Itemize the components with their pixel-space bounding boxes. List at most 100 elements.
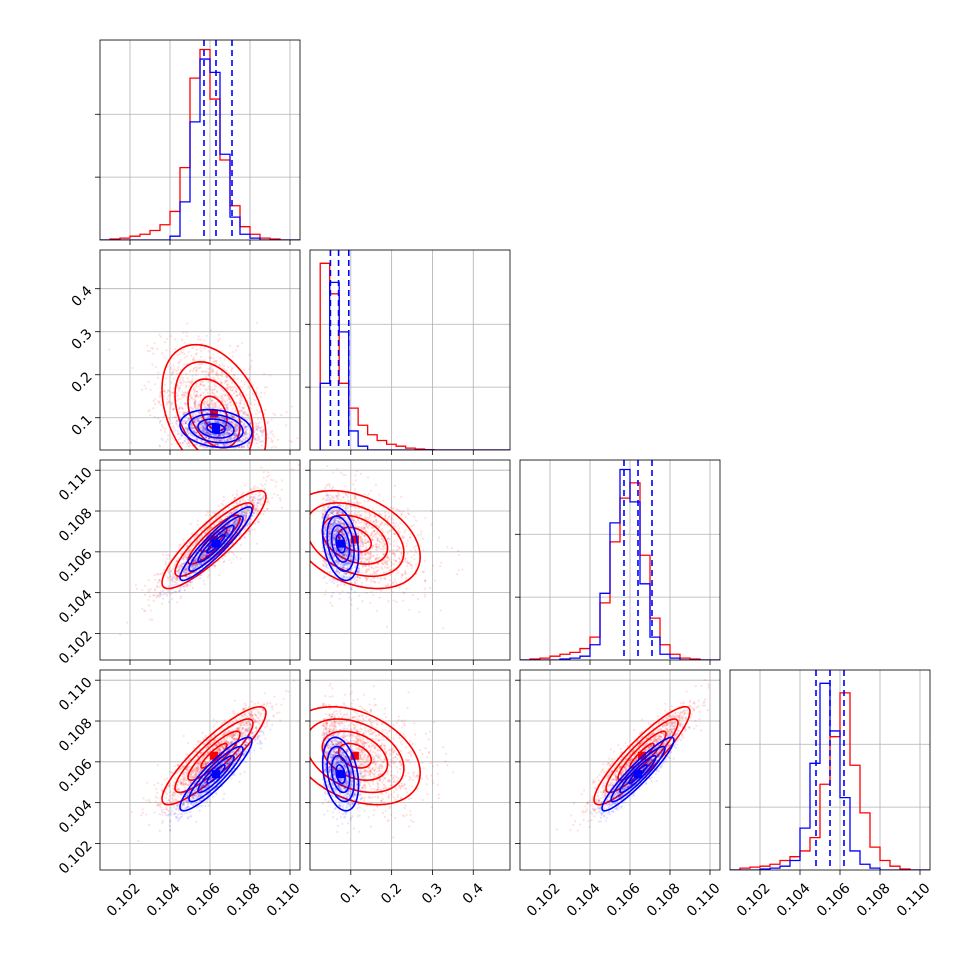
scatter-point [209, 398, 212, 401]
scatter-point [220, 429, 223, 432]
scatter-point [148, 349, 151, 353]
scatter-point [251, 435, 255, 439]
scatter-point [167, 400, 170, 404]
scatter-point [234, 434, 237, 438]
scatter-point [243, 514, 246, 517]
scatter-point [227, 425, 231, 428]
scatter-point [181, 422, 184, 425]
scatter-point [167, 400, 171, 403]
scatter-point [209, 433, 213, 436]
scatter-point [206, 576, 210, 579]
scatter-point [222, 432, 225, 435]
scatter-point [171, 580, 174, 583]
scatter-point [203, 400, 206, 403]
scatter-point [190, 382, 193, 386]
scatter-point [192, 419, 196, 422]
scatter-point [225, 438, 229, 441]
scatter-point [195, 438, 198, 442]
scatter-point [235, 434, 238, 438]
scatter-point [263, 487, 266, 491]
scatter-point [234, 496, 237, 499]
scatter-point [249, 496, 253, 499]
scatter-point [232, 422, 235, 425]
scatter-point [176, 393, 179, 396]
scatter-point [170, 570, 173, 573]
scatter-point [193, 426, 196, 429]
scatter-point [209, 434, 213, 437]
scatter-point [185, 557, 188, 560]
scatter-point [205, 430, 209, 433]
scatter-point [242, 422, 246, 426]
scatter-point [249, 495, 252, 499]
scatter-point [254, 437, 257, 440]
scatter-point [257, 434, 260, 438]
scatter-point [202, 426, 205, 429]
scatter-point [238, 439, 241, 442]
scatter-point [169, 401, 173, 404]
scatter-point [198, 383, 201, 386]
scatter-point [202, 445, 205, 448]
scatter-point [187, 438, 190, 442]
scatter-point [229, 437, 232, 440]
scatter-point [280, 414, 283, 417]
scatter-point [177, 398, 180, 401]
scatter-point [191, 369, 195, 372]
scatter-point [222, 443, 225, 447]
scatter-point [175, 420, 178, 423]
panel-1-1 [305, 249, 511, 455]
scatter-point [254, 497, 257, 500]
scatter-point [147, 410, 150, 413]
scatter-point [249, 422, 252, 426]
scatter-point [226, 433, 229, 436]
scatter-point [223, 424, 226, 427]
scatter-point [230, 414, 234, 418]
scatter-point [205, 370, 208, 373]
scatter-point [235, 390, 238, 393]
scatter-point [158, 333, 161, 336]
scatter-point [199, 338, 202, 341]
scatter-point [190, 434, 194, 437]
scatter-point [179, 397, 182, 401]
scatter-point [230, 420, 233, 424]
scatter-point [224, 380, 227, 383]
scatter-point [245, 425, 248, 428]
scatter-point [224, 418, 227, 421]
scatter-point [181, 426, 184, 429]
scatter-point [184, 416, 187, 419]
scatter-point [203, 405, 206, 409]
scatter-point [224, 504, 227, 507]
scatter-point [219, 443, 223, 446]
scatter-point [176, 601, 179, 604]
scatter-point [196, 407, 199, 411]
scatter-point [216, 406, 219, 409]
scatter-point [241, 386, 244, 389]
scatter-point [207, 432, 211, 435]
scatter-point [224, 424, 228, 427]
scatter-point [243, 406, 246, 409]
scatter-point [184, 568, 187, 571]
scatter-point [198, 403, 201, 406]
scatter-point [195, 431, 198, 434]
scatter-point [246, 510, 249, 513]
scatter-point [203, 526, 206, 530]
scatter-point [206, 415, 209, 418]
scatter-point [259, 391, 263, 394]
scatter-point [258, 438, 261, 441]
scatter-point [181, 396, 185, 399]
scatter-point [178, 407, 181, 410]
scatter-point [164, 562, 167, 566]
scatter-point [211, 368, 214, 371]
scatter-point [218, 421, 221, 425]
scatter-point [255, 412, 258, 415]
scatter-point [207, 405, 210, 409]
scatter-point [194, 535, 197, 538]
scatter-point [199, 445, 202, 448]
scatter-point [198, 424, 202, 427]
scatter-point [233, 373, 236, 377]
scatter-point [208, 420, 211, 423]
scatter-point [201, 425, 204, 428]
scatter-point [278, 497, 281, 500]
scatter-point [205, 436, 208, 439]
scatter-point [216, 443, 219, 446]
scatter-point [243, 438, 246, 441]
